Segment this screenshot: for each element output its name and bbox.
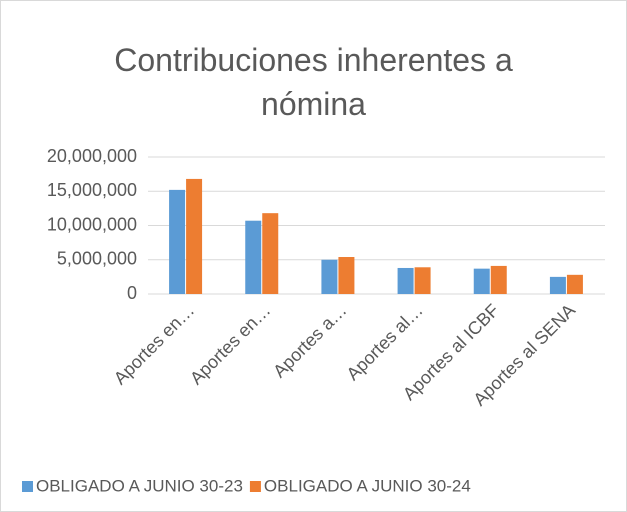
bar [262, 213, 279, 294]
legend-label: OBLIGADO A JUNIO 30-23 [36, 476, 243, 495]
y-tick-label: 5,000,000 [57, 249, 137, 269]
bar [338, 257, 355, 294]
bar [186, 178, 203, 294]
bar [473, 268, 490, 294]
bar [549, 276, 566, 294]
y-tick-label: 15,000,000 [47, 180, 137, 200]
y-tick-label: 0 [127, 283, 137, 303]
legend-swatch [249, 481, 261, 492]
legend-swatch [22, 481, 33, 492]
chart-title: Contribuciones inherentes a nómina [114, 42, 513, 122]
bar [414, 267, 431, 294]
y-tick-label: 20,000,000 [47, 146, 137, 166]
legend-label: OBLIGADO A JUNIO 30-24 [264, 476, 471, 495]
bar [566, 274, 583, 294]
bar [321, 259, 338, 294]
bar [245, 220, 262, 294]
bar [169, 189, 186, 294]
bar [490, 265, 507, 294]
y-tick-label: 10,000,000 [47, 214, 137, 234]
bar [397, 267, 414, 294]
